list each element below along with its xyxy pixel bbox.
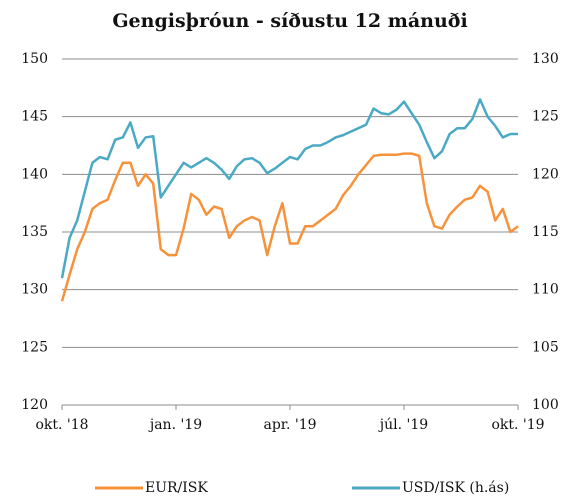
y-tick-label: 120 [21, 397, 48, 413]
y2-tick-label: 125 [532, 109, 559, 125]
x-tick-label: okt. '18 [35, 417, 88, 433]
y-tick-label: 145 [21, 109, 48, 125]
y2-tick-label: 100 [532, 397, 559, 413]
y-tick-label: 150 [21, 51, 48, 67]
x-tick-label: okt. '19 [491, 417, 544, 433]
chart-title: Gengisþróun - síðustu 12 mánuði [112, 10, 467, 32]
legend-label: USD/ISK (h.ás) [402, 480, 509, 496]
y2-tick-label: 120 [532, 166, 559, 182]
y-tick-label: 135 [21, 224, 48, 240]
y-tick-label: 140 [21, 166, 48, 182]
y2-tick-label: 105 [532, 339, 559, 355]
x-tick-label: apr. '19 [263, 417, 316, 433]
legend-label: EUR/ISK [145, 480, 208, 496]
y-tick-label: 125 [21, 339, 48, 355]
series-line [60, 98, 518, 279]
y-tick-label: 130 [21, 282, 48, 298]
y2-tick-label: 110 [532, 282, 559, 298]
x-tick-label: júl. '19 [378, 417, 428, 433]
y2-tick-label: 115 [532, 224, 559, 240]
y2-tick-label: 130 [532, 51, 559, 67]
x-tick-label: jan. '19 [148, 417, 202, 433]
series-line [60, 152, 519, 302]
